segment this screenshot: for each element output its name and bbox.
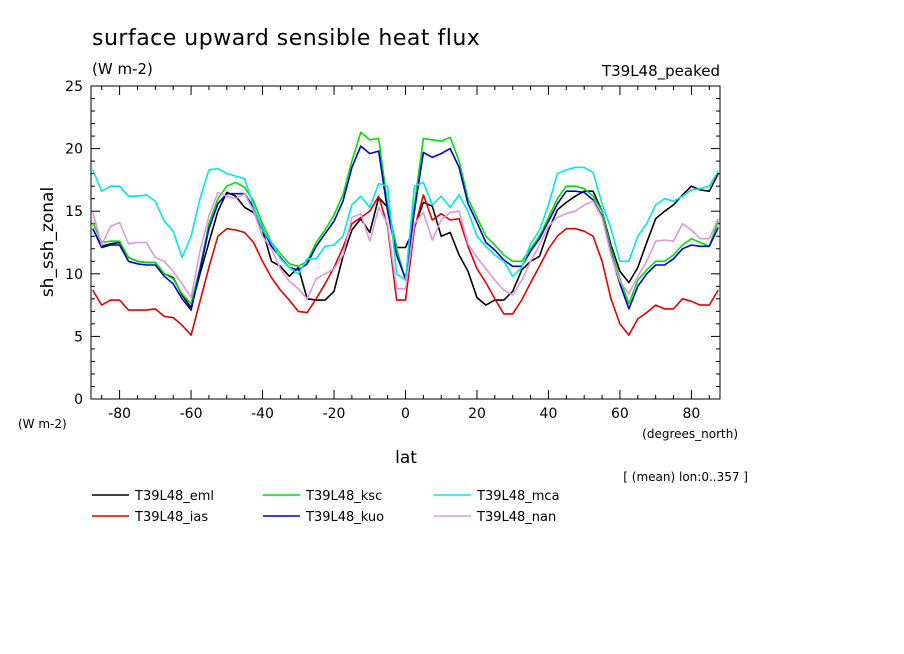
x-tick-labels: -80 -60 -40 -20 0 20 40 60 80: [108, 406, 700, 422]
y-axis-label: sh_ssh_zonal: [38, 187, 58, 297]
legend-label: T39L48_kuo: [305, 510, 384, 525]
x-tick-label: -60: [180, 406, 203, 422]
y-tick-label: 20: [65, 142, 83, 158]
legend-label: T39L48_mca: [476, 489, 560, 504]
x-axis-label: lat: [395, 448, 417, 468]
x-tick-label: -80: [108, 406, 131, 422]
x-tick-label: -40: [251, 406, 274, 422]
mean-note: [ (mean) lon:0..357 ]: [623, 470, 748, 484]
x-tick-label: 20: [468, 406, 486, 422]
legend-label: T39L48_nan: [476, 510, 556, 525]
legend-label: T39L48_ksc: [305, 489, 382, 504]
experiment-label: T39L48_peaked: [601, 62, 720, 81]
legend-label: T39L48_ias: [134, 510, 208, 525]
x-tick-label: 40: [540, 406, 558, 422]
x-tick-label: 0: [401, 406, 410, 422]
series-lines: [92, 131, 719, 336]
chart-title: surface upward sensible heat flux: [92, 26, 480, 51]
y-tick-label: 15: [65, 204, 83, 220]
units-label: (W m-2): [92, 60, 153, 78]
series-line-T39L48_ias: [92, 194, 719, 336]
legend-label: T39L48_eml: [134, 489, 214, 504]
plot-frame: [90, 85, 721, 400]
x-tick-label: 60: [611, 406, 629, 422]
x-tick-label: -20: [323, 406, 346, 422]
y-tick-label: 25: [65, 79, 83, 95]
y-tick-labels: 0 5 10 15 20 25: [65, 79, 83, 408]
axis-ticks: [91, 85, 720, 400]
x-units-corner-label: (degrees_north): [642, 427, 738, 441]
legend: T39L48_eml T39L48_ksc T39L48_mca T39L48_ias…: [92, 489, 560, 525]
y-tick-label: 10: [65, 267, 83, 283]
x-tick-label: 80: [682, 406, 700, 422]
series-line-T39L48_nan: [92, 191, 719, 300]
series-line-T39L48_mca: [92, 166, 719, 281]
y-units-corner-label: (W m-2): [18, 417, 67, 431]
y-tick-label: 5: [74, 329, 83, 345]
y-tick-label: 0: [74, 392, 83, 408]
